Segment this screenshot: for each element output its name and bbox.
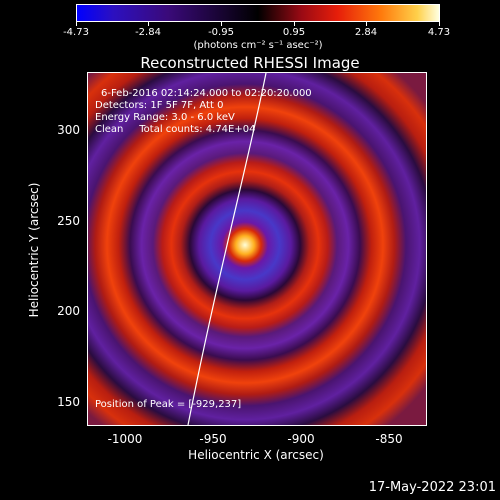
peak-position-label: Position of Peak = [-929,237]: [95, 399, 242, 410]
intensity-map: [88, 73, 426, 425]
time-range-label: 6-Feb-2016 02:14:24.000 to 02:20:20.000: [101, 88, 312, 99]
clean-counts-label: Clean Total counts: 4.74E+04: [95, 124, 256, 135]
plot-title: Reconstructed RHESSI Image: [140, 54, 360, 72]
colorbar-tick-label: -0.95: [208, 27, 234, 38]
x-tick-label: -950: [199, 432, 227, 446]
hessi-image: [88, 73, 426, 425]
colorbar-tick-label: 4.73: [427, 27, 451, 38]
colorbar-tick: [294, 22, 295, 26]
y-tick-label: 150: [57, 395, 80, 409]
colorbar-tick-label: -4.73: [63, 27, 89, 38]
colorbar-tick: [148, 22, 149, 26]
x-tick-label: -1000: [107, 432, 143, 446]
detectors-label: Detectors: 1F 5F 7F, Att 0: [95, 100, 224, 111]
x-axis-label: Heliocentric X (arcsec): [188, 448, 324, 462]
image-plot: [87, 72, 427, 426]
y-tick-label: 200: [57, 304, 80, 318]
x-tick-label: -900: [287, 432, 315, 446]
colorbar-tick: [221, 22, 222, 26]
colorbar-tick: [76, 22, 77, 26]
colorbar-units: (photons cm⁻² s⁻¹ asec⁻²): [193, 40, 323, 51]
solar-limb-line: [187, 73, 267, 425]
energy-range-label: Energy Range: 3.0 - 6.0 keV: [95, 112, 235, 123]
colorbar-tick: [366, 22, 367, 26]
colorbar-tick-label: 2.84: [354, 27, 378, 38]
x-tick-label: -850: [375, 432, 403, 446]
colorbar: [76, 4, 440, 22]
colorbar-tick-label: -2.84: [135, 27, 161, 38]
y-axis-label: Heliocentric Y (arcsec): [27, 182, 41, 318]
y-tick-label: 300: [57, 123, 80, 137]
y-tick-label: 250: [57, 214, 80, 228]
colorbar-tick: [439, 22, 440, 26]
timestamp: 17-May-2022 23:01: [368, 480, 496, 495]
colorbar-tick-label: 0.95: [282, 27, 306, 38]
